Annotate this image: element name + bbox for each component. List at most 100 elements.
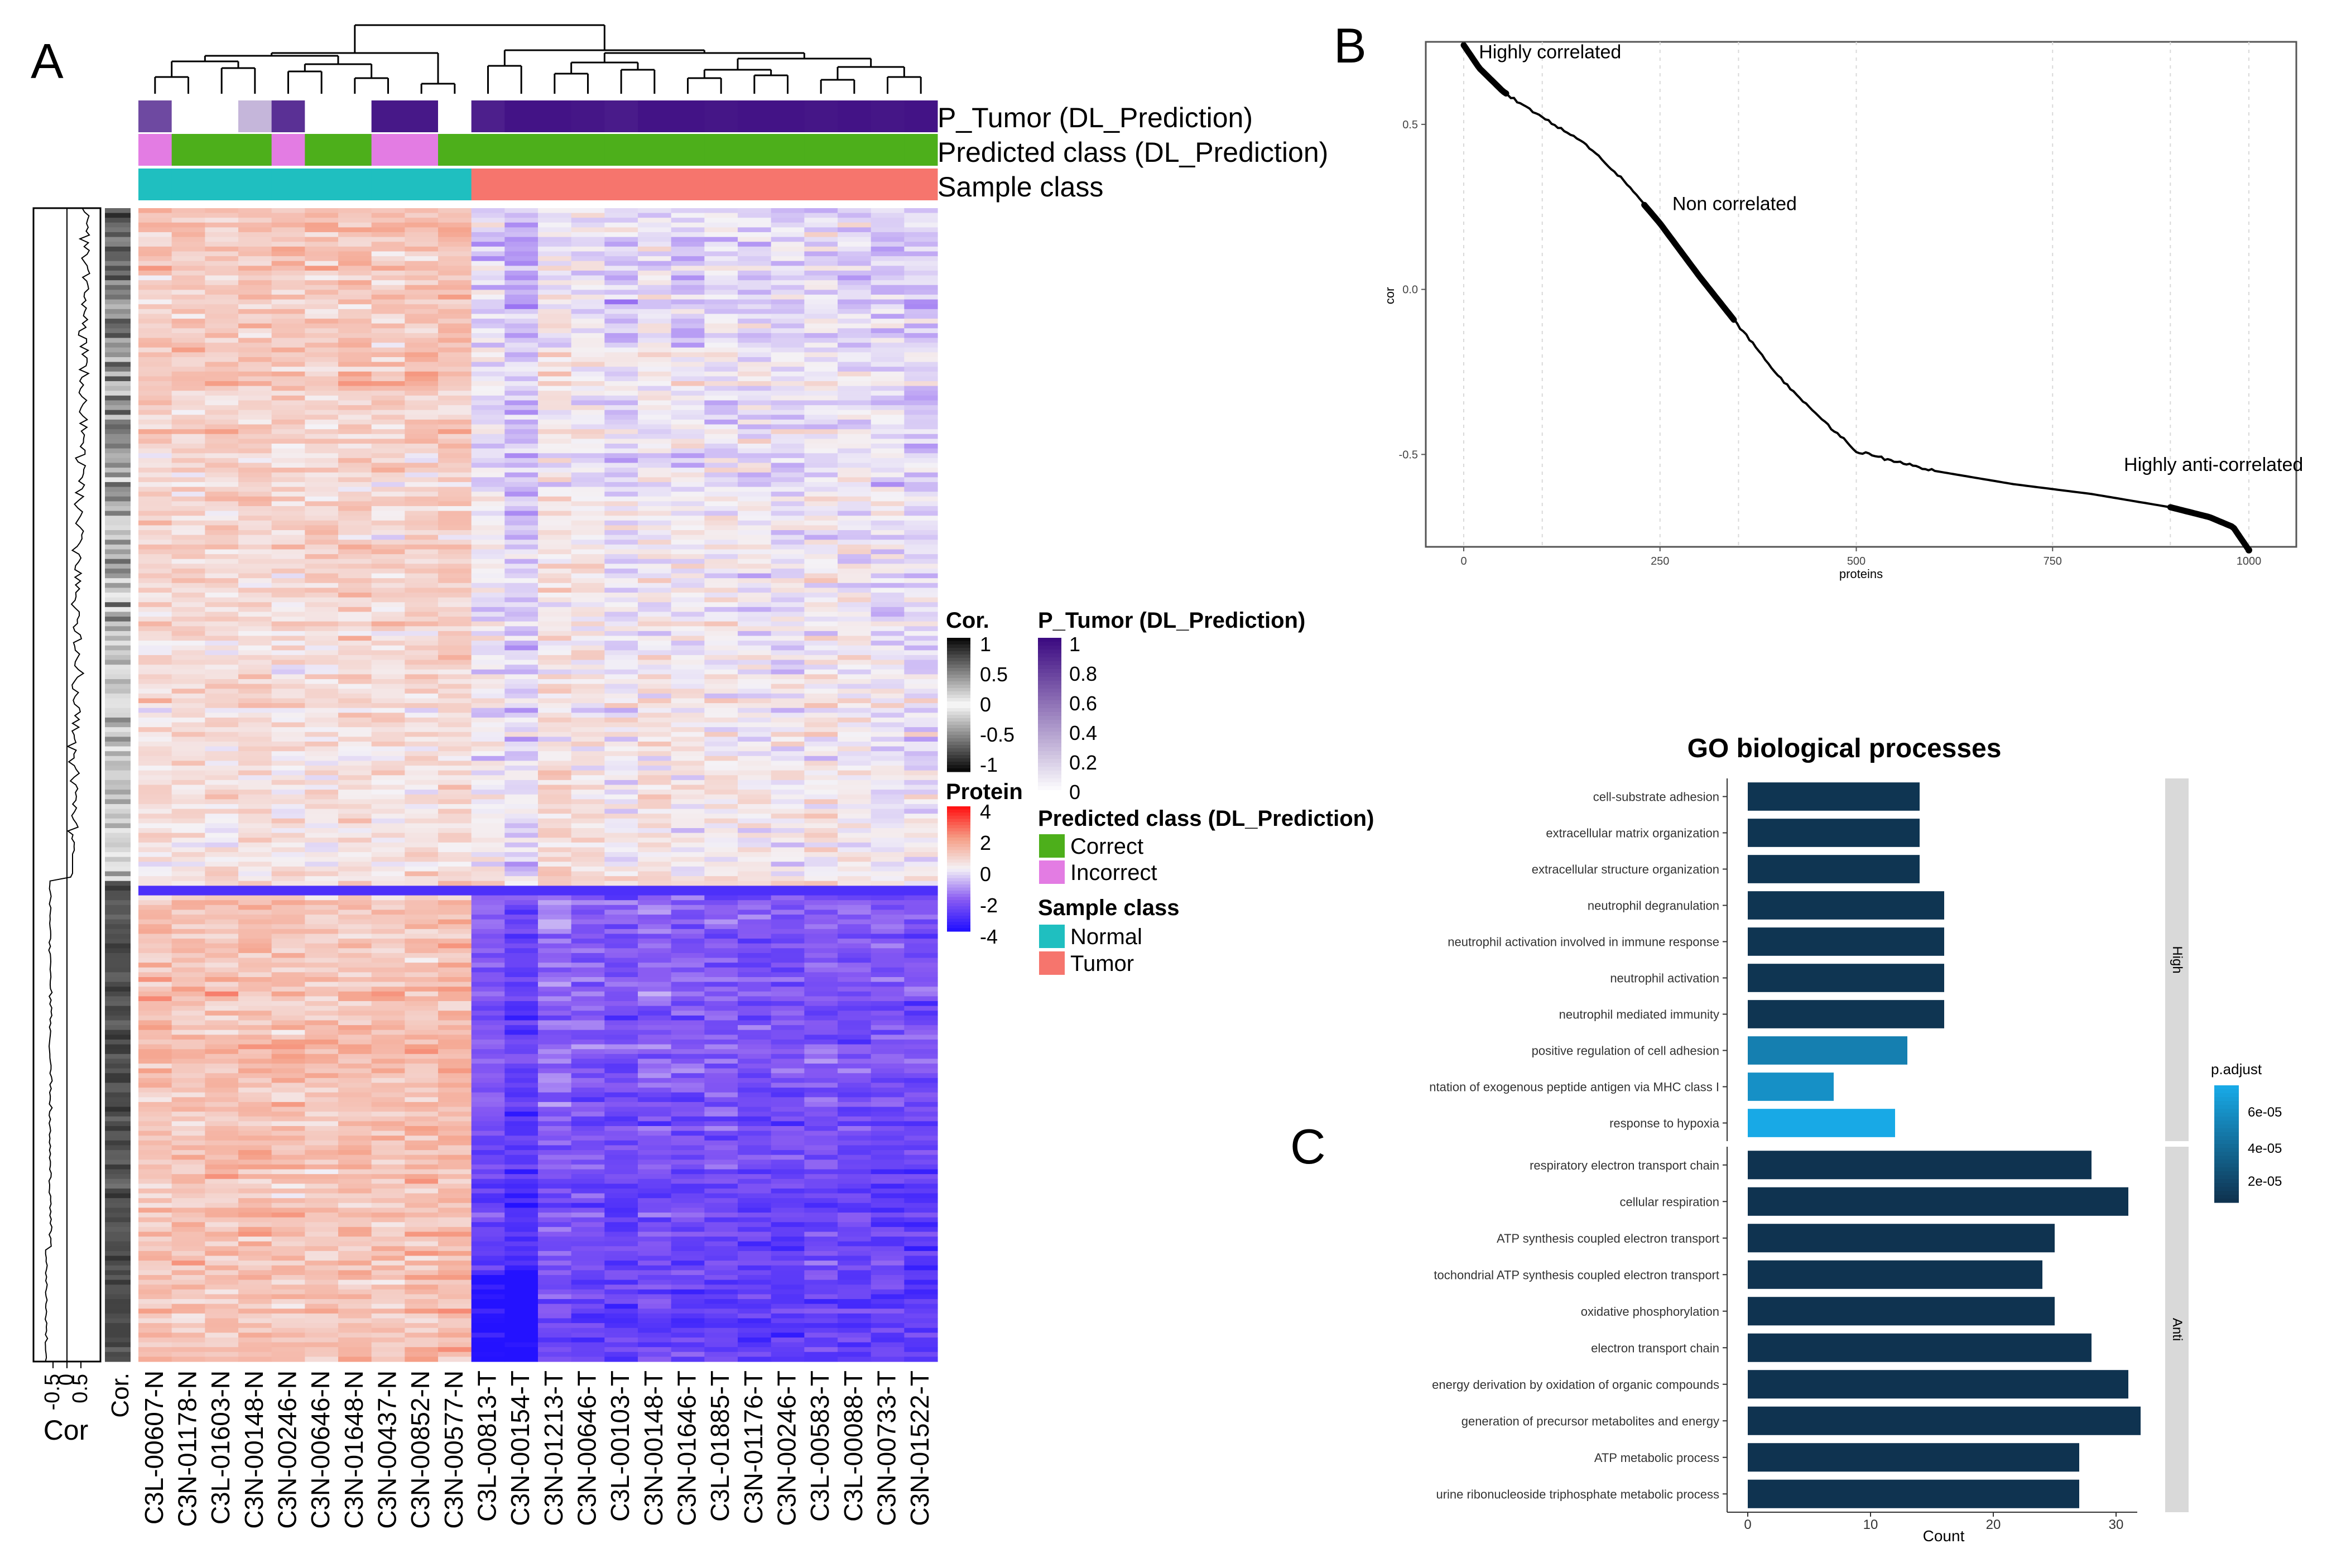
heatmap-cell — [171, 722, 205, 728]
heatmap-cell — [638, 270, 672, 276]
heatmap-cell — [571, 525, 605, 531]
heatmap-cell — [871, 977, 905, 983]
heatmap-cell — [704, 713, 738, 718]
heatmap-cell — [571, 814, 605, 819]
heatmap-cell — [871, 876, 905, 882]
heatmap-cell — [904, 583, 938, 588]
heatmap-cell — [138, 1169, 172, 1175]
heatmap-cell — [238, 1064, 272, 1069]
heatmap-cell — [571, 554, 605, 560]
heatmap-cell — [871, 689, 905, 694]
heatmap-cell — [271, 468, 305, 473]
heatmap-cell — [671, 410, 705, 415]
heatmap-cell — [538, 1102, 572, 1108]
heatmap-cell — [504, 376, 539, 382]
heatmap-cell — [405, 665, 439, 670]
heatmap-cell — [604, 910, 638, 915]
heatmap-cell — [904, 612, 938, 617]
heatmap-cell — [405, 722, 439, 728]
heatmap-cell — [704, 496, 738, 502]
heatmap-cell — [438, 799, 472, 805]
heatmap-cell — [671, 967, 705, 973]
heatmap-cell — [771, 516, 805, 521]
heatmap-cell — [504, 890, 539, 896]
heatmap-cell — [338, 285, 372, 291]
heatmap-cell — [471, 953, 505, 959]
heatmap-cell — [838, 1078, 872, 1084]
heatmap-cell — [471, 1174, 505, 1180]
heatmap-cell — [405, 852, 439, 858]
heatmap-cell — [305, 780, 339, 786]
heatmap-cell — [171, 847, 205, 853]
heatmap-cell — [538, 1064, 572, 1069]
heatmap-cell — [604, 410, 638, 415]
heatmap-cell — [638, 434, 672, 439]
heatmap-cell — [838, 463, 872, 468]
heatmap-cell — [471, 631, 505, 637]
heatmap-cell — [738, 333, 772, 339]
heatmap-cell — [638, 679, 672, 685]
heatmap-cell — [504, 1078, 539, 1084]
heatmap-cell — [438, 270, 472, 276]
heatmap-cell — [438, 963, 472, 968]
heatmap-cell — [438, 823, 472, 829]
heatmap-cell — [371, 852, 405, 858]
heatmap-cell — [171, 270, 205, 276]
heatmap-cell — [671, 468, 705, 473]
heatmap-cell — [538, 367, 572, 372]
heatmap-cell — [504, 463, 539, 468]
heatmap-cell — [171, 910, 205, 915]
heatmap-cell — [704, 814, 738, 819]
heatmap-cell — [271, 641, 305, 646]
heatmap-cell — [305, 429, 339, 435]
heatmap-cell — [371, 458, 405, 464]
heatmap-cell — [338, 1011, 372, 1016]
heatmap-cell — [804, 631, 838, 637]
heatmap-cell — [338, 780, 372, 786]
heatmap-cell — [438, 684, 472, 689]
heatmap-cell — [638, 607, 672, 613]
heatmap-cell — [504, 1121, 539, 1127]
heatmap-cell — [804, 415, 838, 420]
heatmap-cell — [738, 588, 772, 593]
heatmap-cell — [271, 1088, 305, 1093]
heatmap-cell — [704, 703, 738, 709]
heatmap-cell — [704, 520, 738, 526]
heatmap-cell — [738, 823, 772, 829]
heatmap-cell — [571, 967, 605, 973]
heatmap-cell — [238, 395, 272, 401]
heatmap-cell — [638, 275, 672, 281]
heatmap-cell — [638, 419, 672, 425]
heatmap-cell — [838, 866, 872, 872]
heatmap-cell — [904, 631, 938, 637]
heatmap-cell — [838, 852, 872, 858]
heatmap-cell — [238, 429, 272, 435]
heatmap-cell — [704, 439, 738, 444]
heatmap-cell — [438, 1150, 472, 1156]
heatmap-cell — [271, 304, 305, 310]
heatmap-cell — [371, 871, 405, 877]
heatmap-cell — [371, 1064, 405, 1069]
heatmap-cell — [804, 227, 838, 233]
heatmap-cell — [371, 588, 405, 593]
heatmap-cell — [405, 1160, 439, 1165]
heatmap-cell — [871, 751, 905, 757]
heatmap-cell — [438, 1160, 472, 1165]
heatmap-cell — [604, 977, 638, 983]
heatmap-cell — [871, 395, 905, 401]
heatmap-cell — [305, 823, 339, 829]
heatmap-cell — [804, 972, 838, 978]
heatmap-cell — [238, 1097, 272, 1103]
heatmap-cell — [171, 357, 205, 363]
heatmap-cell — [238, 900, 272, 906]
heatmap-cell — [504, 357, 539, 363]
heatmap-cell — [205, 857, 239, 862]
heatmap-cell — [405, 362, 439, 367]
sample-class-cell — [671, 169, 705, 200]
heatmap-cell — [804, 540, 838, 545]
heatmap-cell — [604, 890, 638, 896]
heatmap-cell — [638, 1025, 672, 1031]
heatmap-cell — [271, 280, 305, 286]
heatmap-cell — [671, 448, 705, 454]
heatmap-cell — [338, 698, 372, 704]
